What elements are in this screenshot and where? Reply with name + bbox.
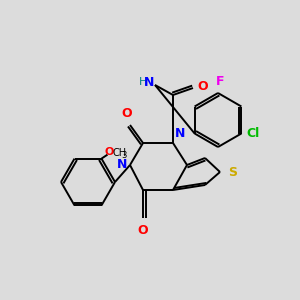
Text: F: F — [216, 75, 224, 88]
Text: 3: 3 — [122, 151, 127, 160]
Text: Cl: Cl — [246, 127, 260, 140]
Text: CH: CH — [112, 148, 127, 158]
Text: N: N — [144, 76, 154, 88]
Text: N: N — [175, 127, 185, 140]
Text: O: O — [197, 80, 208, 92]
Text: N: N — [117, 158, 127, 172]
Text: O: O — [138, 224, 148, 237]
Text: H: H — [139, 77, 147, 87]
Text: O: O — [122, 107, 132, 120]
Text: S: S — [228, 166, 237, 178]
Text: O: O — [104, 147, 114, 157]
